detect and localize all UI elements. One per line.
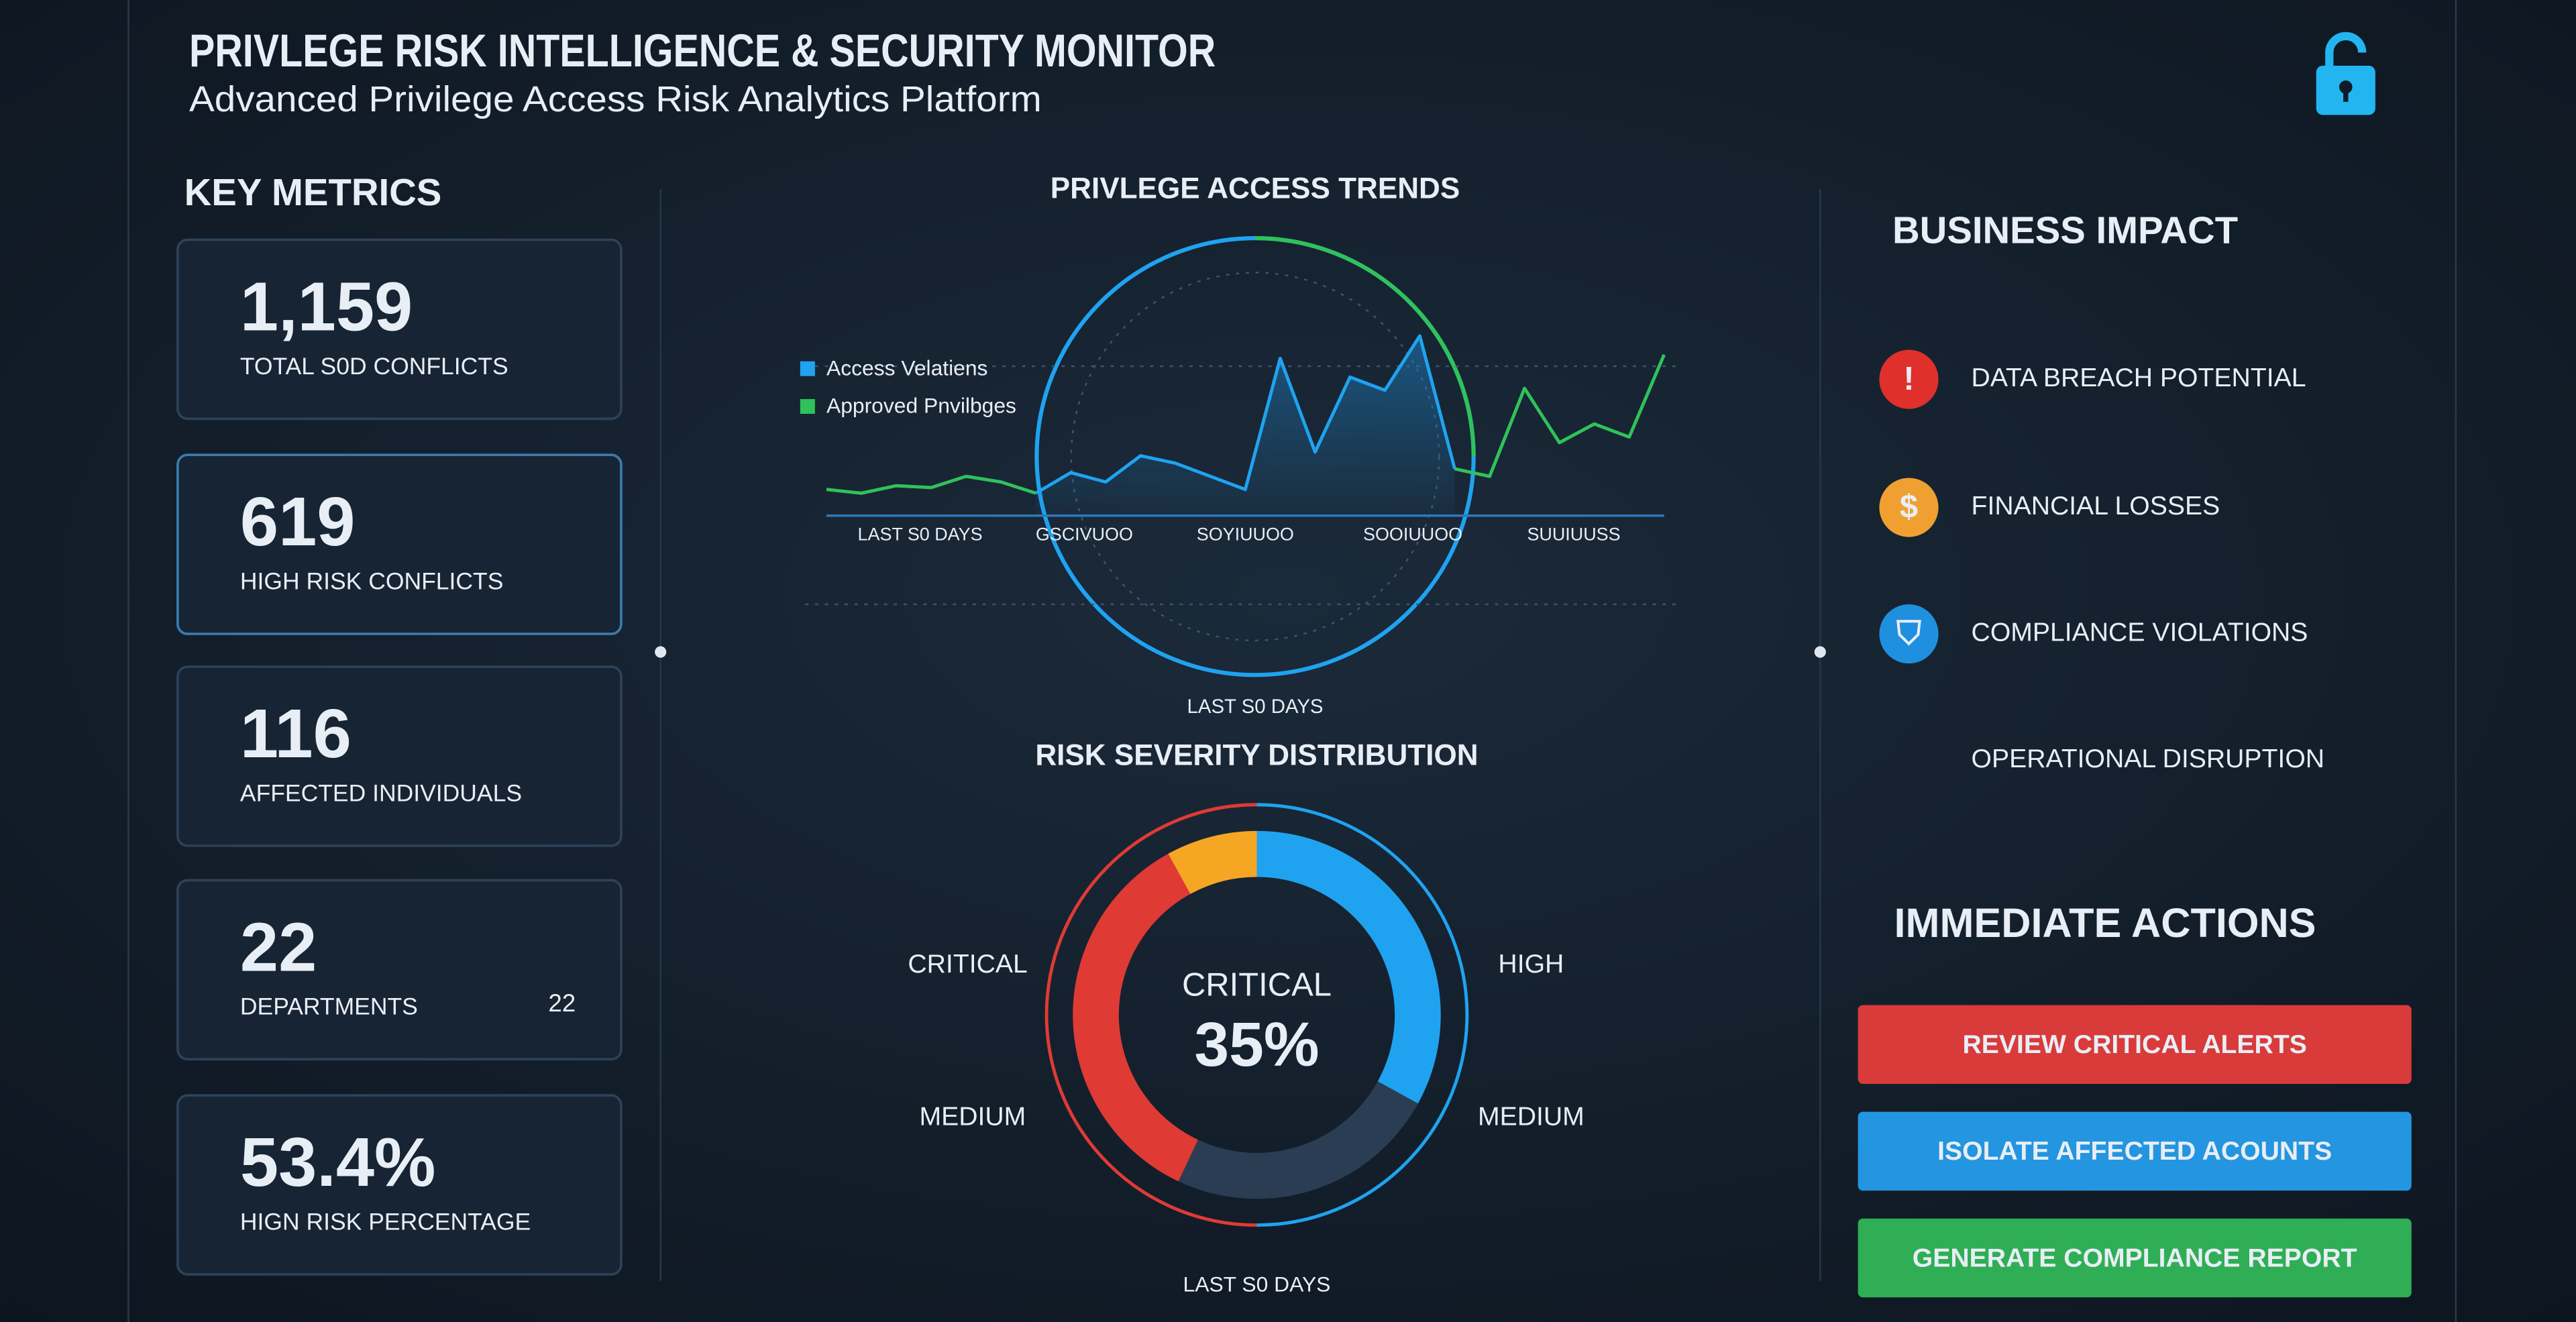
metric-label: TOTAL S0D CONFLICTS <box>240 353 508 380</box>
button-label: ISOLATE AFFECTED ACOUNTS <box>1937 1137 2332 1166</box>
page-title: PRIVLEGE RISK INTELLIGENCE & SECURITY MO… <box>189 25 1216 76</box>
center-value: 35% <box>1194 1009 1319 1079</box>
impact-icon <box>1879 349 1939 409</box>
x-tick-label: SOYIUUOO <box>1197 524 1294 544</box>
metric-card: 1,159 TOTAL S0D CONFLICTS <box>176 238 623 421</box>
metric-card: 22 DEPARTMENTS 22 <box>176 879 623 1061</box>
metric-label: HIGN RISK PERCENTAGE <box>240 1208 531 1235</box>
section-heading: IMMEDIATE ACTIONS <box>1894 900 2316 946</box>
card-box <box>176 238 623 421</box>
legend-label: Approved Pnvilbges <box>826 394 1016 418</box>
donut-label: MEDIUM <box>1478 1103 1585 1132</box>
section-heading: KEY METRICS <box>184 171 442 213</box>
card-box <box>176 453 623 635</box>
button-box <box>1858 1111 2412 1191</box>
impact-icon-glyph: ! <box>1903 361 1914 397</box>
x-tick-label: LAST S0 DAYS <box>858 524 983 544</box>
donut-segment <box>1168 830 1258 895</box>
metric-value: 619 <box>240 483 356 560</box>
legend-swatch <box>800 398 815 415</box>
chart-footnote: LAST S0 DAYS <box>1187 696 1324 718</box>
chart-footnote: LAST S0 DAYS <box>1183 1272 1331 1297</box>
metric-value: 53.4% <box>240 1123 436 1201</box>
button-box <box>1858 1218 2412 1298</box>
action-button[interactable]: REVIEW CRITICAL ALERTS <box>1858 1005 2412 1084</box>
impact-icon-glyph: $ <box>1900 489 1918 525</box>
card-box <box>176 879 623 1061</box>
x-tick-label: SOOIUUOO <box>1363 524 1462 544</box>
impact-item: FINANCIAL LOSSES <box>1972 492 2220 520</box>
metric-value: 1,159 <box>240 268 413 345</box>
metric-note: 22 <box>548 989 576 1017</box>
donut-segment <box>1073 853 1199 1182</box>
metric-label: AFFECTED INDIVIDUALS <box>240 779 522 806</box>
metric-value: 116 <box>240 695 352 772</box>
line-series <box>1034 334 1456 495</box>
impact-icon-glyph: ⛉ <box>1896 615 1921 651</box>
button-box <box>1858 1005 2412 1084</box>
center-label: CRITICAL <box>1182 967 1332 1003</box>
metric-label: HIGH RISK CONFLICTS <box>240 568 504 595</box>
legend-swatch <box>800 361 815 376</box>
decor-ring <box>1255 235 1476 457</box>
legend-label: Access Velatiens <box>826 355 988 380</box>
button-label: GENERATE COMPLIANCE REPORT <box>1913 1244 2357 1272</box>
card-box <box>176 665 623 847</box>
decor-ring <box>1256 803 1469 1227</box>
metric-card: 53.4% HIGN RISK PERCENTAGE <box>176 1094 623 1276</box>
donut-label: MEDIUM <box>919 1103 1026 1132</box>
decor-ring <box>1044 803 1257 1227</box>
impact-item: OPERATIONAL DISRUPTION <box>1972 745 2325 773</box>
metric-card: 619 HIGH RISK CONFLICTS <box>176 453 623 635</box>
button-label: REVIEW CRITICAL ALERTS <box>1962 1030 2306 1059</box>
action-button[interactable]: ISOLATE AFFECTED ACOUNTS <box>1858 1111 2412 1191</box>
page-subtitle: Advanced Privilege Access Risk Analytics… <box>189 79 1042 119</box>
section-heading: BUSINESS IMPACT <box>1892 209 2238 252</box>
metric-card: 116 AFFECTED INDIVIDUALS <box>176 665 623 847</box>
impact-icon <box>1879 604 1939 664</box>
divider-dot <box>655 646 667 658</box>
chart-title: RISK SEVERITY DISTRIBUTION <box>1035 738 1478 771</box>
divider-dot <box>1814 646 1826 658</box>
donut-label: HIGH <box>1498 950 1564 979</box>
action-button[interactable]: GENERATE COMPLIANCE REPORT <box>1858 1218 2412 1298</box>
line-series <box>826 353 1666 495</box>
card-box <box>176 1094 623 1276</box>
donut-segment <box>1256 830 1441 1104</box>
chart-title: PRIVLEGE ACCESS TRENDS <box>1051 172 1460 205</box>
metric-value: 22 <box>240 908 317 985</box>
x-tick-label: GSCIVUOO <box>1036 524 1133 544</box>
donut-label: CRITICAL <box>908 950 1027 979</box>
lock-icon <box>2316 32 2375 115</box>
impact-item: COMPLIANCE VIOLATIONS <box>1972 618 2308 647</box>
metric-label: DEPARTMENTS <box>240 993 418 1020</box>
impact-item: DATA BREACH POTENTIAL <box>1972 364 2306 392</box>
x-tick-label: SUUIUUSS <box>1527 524 1620 544</box>
donut-segment <box>1178 1081 1418 1199</box>
impact-icon <box>1879 478 1939 537</box>
